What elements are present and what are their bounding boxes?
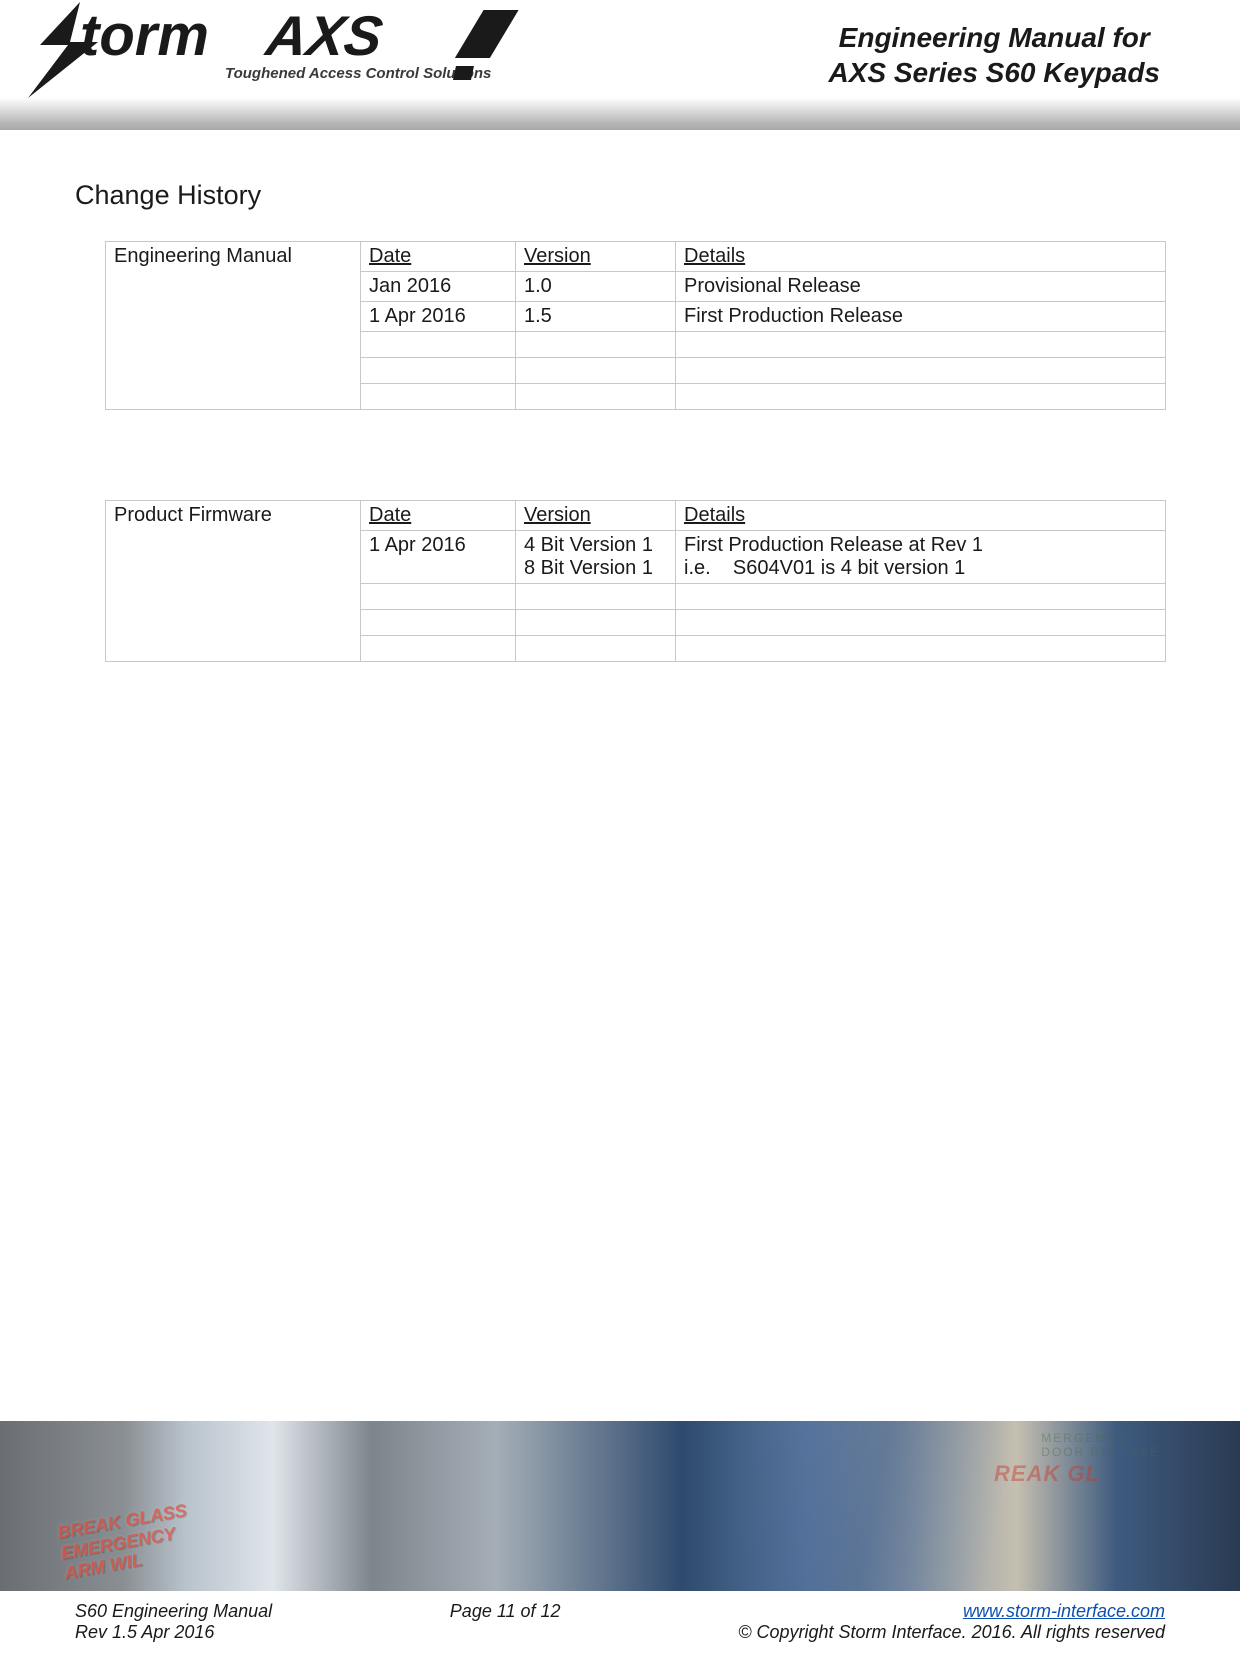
table-cell: [676, 636, 1166, 662]
table-cell: [676, 358, 1166, 384]
page-footer: S60 Engineering Manual Rev 1.5 Apr 2016 …: [0, 1589, 1240, 1661]
section-title: Change History: [75, 180, 1165, 211]
table2-label-empty: [106, 610, 361, 636]
table1-label: Engineering Manual: [106, 242, 361, 272]
table1-label-empty: [106, 384, 361, 410]
footer-page: Page 11 of 12: [272, 1601, 738, 1622]
table-cell: [361, 636, 516, 662]
footer-copyright: © Copyright Storm Interface. 2016. All r…: [738, 1622, 1165, 1643]
table1-label-empty: [106, 302, 361, 332]
table-cell: Jan 2016: [361, 272, 516, 302]
table1-label-empty: [106, 272, 361, 302]
table2-label-empty: [106, 636, 361, 662]
table2-label-empty: [106, 531, 361, 584]
table-cell: [676, 332, 1166, 358]
table-cell: [361, 332, 516, 358]
table-cell: [516, 384, 676, 410]
table-cell: [516, 584, 676, 610]
table-cell: [676, 584, 1166, 610]
table2-h-date: Date: [361, 501, 516, 531]
svg-text:AXS: AXS: [261, 4, 387, 67]
table-cell: 1 Apr 2016: [361, 531, 516, 584]
table1-h-date: Date: [361, 242, 516, 272]
table-cell: 4 Bit Version 1 8 Bit Version 1: [516, 531, 676, 584]
band-right-glass-text: REAK GL: [994, 1461, 1100, 1487]
band-emergency-text: MERGENCY DOOR RELEASE: [1041, 1431, 1160, 1459]
table-cell: [361, 584, 516, 610]
table-cell: [361, 384, 516, 410]
table-cell: 1 Apr 2016: [361, 302, 516, 332]
table-cell: [361, 610, 516, 636]
table-cell: [361, 358, 516, 384]
table-cell: First Production Release: [676, 302, 1166, 332]
footer-center: Page 11 of 12: [272, 1601, 738, 1643]
header-title: Engineering Manual for AXS Series S60 Ke…: [828, 20, 1160, 90]
table-cell: First Production Release at Rev 1 i.e. S…: [676, 531, 1166, 584]
header-title-line2: AXS Series S60 Keypads: [828, 55, 1160, 90]
footer-image-band: BREAK GLASS EMERGENCY ARM WIL MERGENCY D…: [0, 1421, 1240, 1591]
table1-h-version: Version: [516, 242, 676, 272]
table1-label-empty: [106, 332, 361, 358]
footer-url-link[interactable]: www.storm-interface.com: [963, 1601, 1165, 1621]
table-cell: [676, 384, 1166, 410]
band-break-glass-text: BREAK GLASS EMERGENCY ARM WIL: [56, 1500, 196, 1584]
page-header: torm AXS Toughened Access Control Soluti…: [0, 0, 1240, 130]
table-cell: 1.5: [516, 302, 676, 332]
footer-rev: Rev 1.5 Apr 2016: [75, 1622, 272, 1643]
table-cell: [516, 332, 676, 358]
header-title-line1: Engineering Manual for: [828, 20, 1160, 55]
table-cell: [516, 358, 676, 384]
table-cell: [676, 610, 1166, 636]
change-history-table-2: Product Firmware Date Version Details 1 …: [105, 500, 1165, 662]
logo: torm AXS Toughened Access Control Soluti…: [20, 0, 580, 100]
footer-doc: S60 Engineering Manual: [75, 1601, 272, 1622]
table1-label-empty: [106, 358, 361, 384]
footer-right: www.storm-interface.com © Copyright Stor…: [738, 1601, 1165, 1643]
table-cell: Provisional Release: [676, 272, 1166, 302]
table-cell: 1.0: [516, 272, 676, 302]
table2-label-empty: [106, 584, 361, 610]
table1-h-details: Details: [676, 242, 1166, 272]
table2-label: Product Firmware: [106, 501, 361, 531]
change-history-table-1: Engineering Manual Date Version Details …: [105, 241, 1165, 410]
footer-left: S60 Engineering Manual Rev 1.5 Apr 2016: [75, 1601, 272, 1643]
table2-h-version: Version: [516, 501, 676, 531]
svg-text:Toughened Access Control Solut: Toughened Access Control Solutions: [225, 65, 491, 82]
page-content: Change History Engineering Manual Date V…: [0, 130, 1240, 662]
svg-text:torm: torm: [80, 3, 209, 68]
table2-h-details: Details: [676, 501, 1166, 531]
table-cell: [516, 636, 676, 662]
table-cell: [516, 610, 676, 636]
